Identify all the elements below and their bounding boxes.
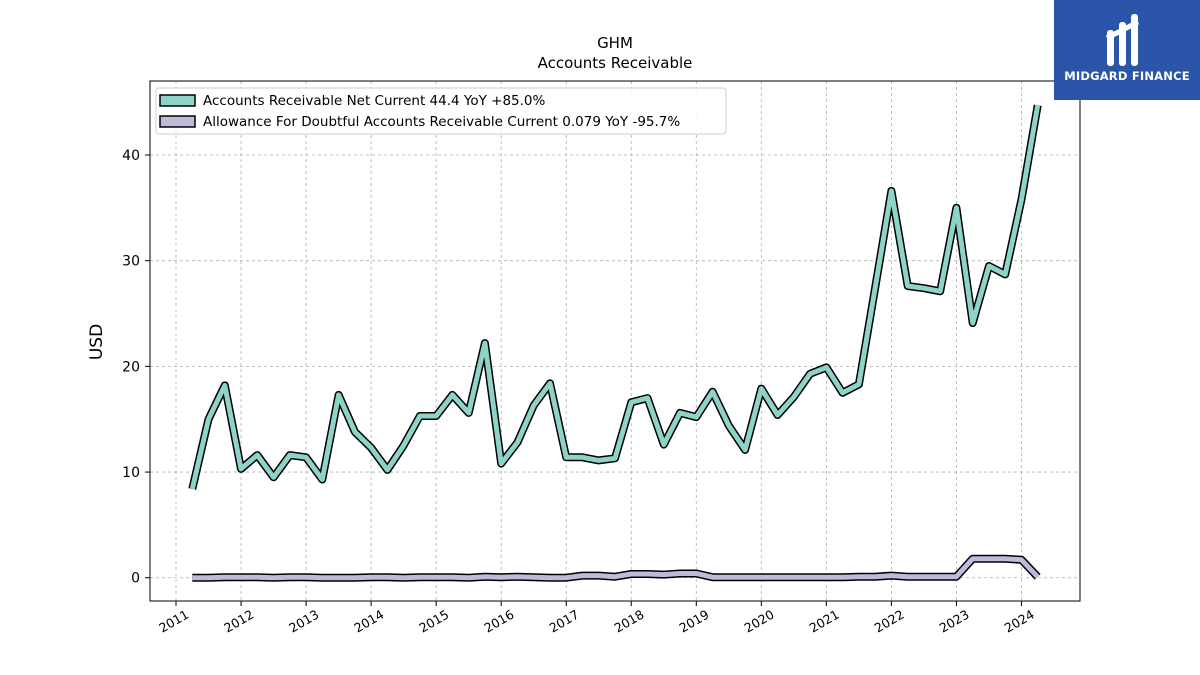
y-tick-label: 40	[122, 148, 140, 164]
midgard-finance-logo: MIDGARD FINANCE	[1054, 0, 1200, 100]
y-tick-label: 30	[122, 254, 140, 270]
series-line-1	[192, 556, 1040, 581]
y-tick-label: 20	[122, 359, 140, 375]
x-tick-label: 2024	[1002, 607, 1037, 636]
x-tick-label: 2011	[156, 607, 191, 636]
x-tick-label: 2015	[416, 607, 451, 636]
x-tick-label: 2022	[872, 607, 907, 636]
legend-label-1: Allowance For Doubtful Accounts Receivab…	[203, 114, 680, 130]
x-tick-label: 2014	[351, 607, 386, 636]
x-tick-label: 2018	[611, 607, 646, 636]
y-axis-label: USD	[87, 324, 107, 360]
x-tick-label: 2012	[221, 607, 256, 636]
x-tick-label: 2021	[807, 607, 842, 636]
midgard-logo-icon	[1105, 14, 1140, 66]
x-tick-label: 2020	[742, 607, 777, 636]
legend-label-0: Accounts Receivable Net Current 44.4 YoY…	[203, 93, 546, 109]
series-line-outline-0	[188, 104, 1042, 490]
series-lines	[188, 104, 1042, 582]
logo-text: MIDGARD FINANCE	[1064, 69, 1190, 83]
legend-swatch-0	[159, 94, 196, 107]
chart-title: GHM	[597, 34, 633, 52]
grid	[150, 81, 1080, 601]
legend-box	[155, 87, 727, 135]
legend: Accounts Receivable Net Current 44.4 YoY…	[155, 87, 727, 135]
y-tick-label: 0	[131, 571, 140, 587]
x-tick-label: 2019	[677, 607, 712, 636]
x-tick-label: 2023	[937, 607, 972, 636]
series-line-0	[189, 104, 1041, 490]
legend-swatch-1	[159, 115, 196, 128]
plot-frame	[149, 80, 1081, 602]
x-tick-label: 2013	[286, 607, 321, 636]
x-tick-label: 2017	[546, 607, 581, 636]
y-tick-label: 10	[122, 465, 140, 481]
x-tick-label: 2016	[481, 607, 516, 636]
chart-subtitle: Accounts Receivable	[538, 54, 693, 72]
